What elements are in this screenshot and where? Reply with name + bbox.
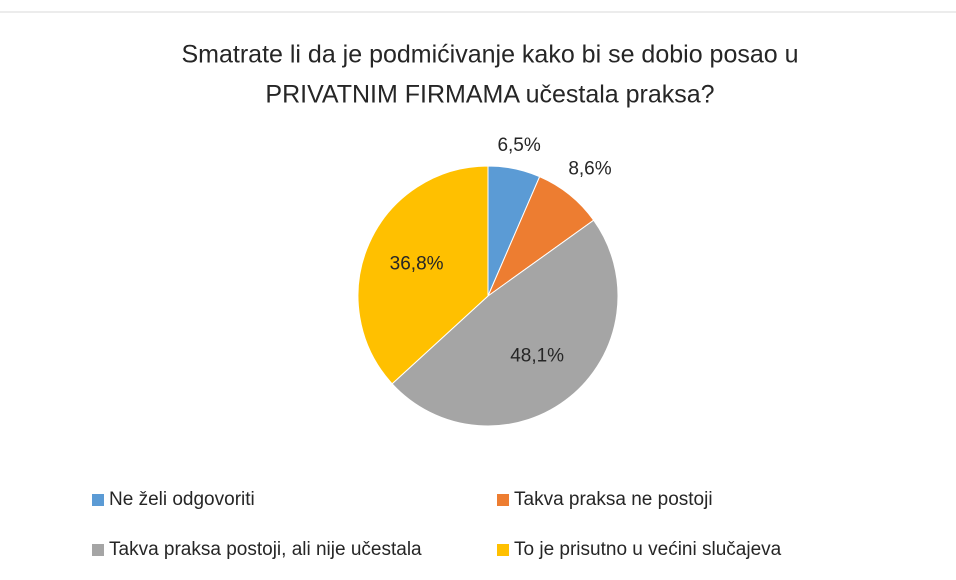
data-label: 6,5% xyxy=(497,135,540,156)
legend-swatch xyxy=(92,494,104,506)
legend-swatch xyxy=(92,544,104,556)
chart-title: Smatrate li da je podmićivanje kako bi s… xyxy=(181,41,798,69)
data-label: 36,8% xyxy=(390,254,444,275)
legend-label: Takva praksa postoji, ali nije učestala xyxy=(109,539,422,560)
pie-slice xyxy=(391,219,619,427)
legend-label: To je prisutno u većini slučajeva xyxy=(514,539,782,560)
legend-swatch xyxy=(497,494,509,506)
data-label: 8,6% xyxy=(568,159,611,180)
pie-slice xyxy=(357,165,489,385)
legend-label: Takva praksa ne postoji xyxy=(514,489,713,510)
legend-swatch xyxy=(497,544,509,556)
chart-title: PRIVATNIM FIRMAMA učestala praksa? xyxy=(265,81,714,109)
data-label: 48,1% xyxy=(510,346,564,367)
legend-label: Ne želi odgovoriti xyxy=(109,489,255,510)
